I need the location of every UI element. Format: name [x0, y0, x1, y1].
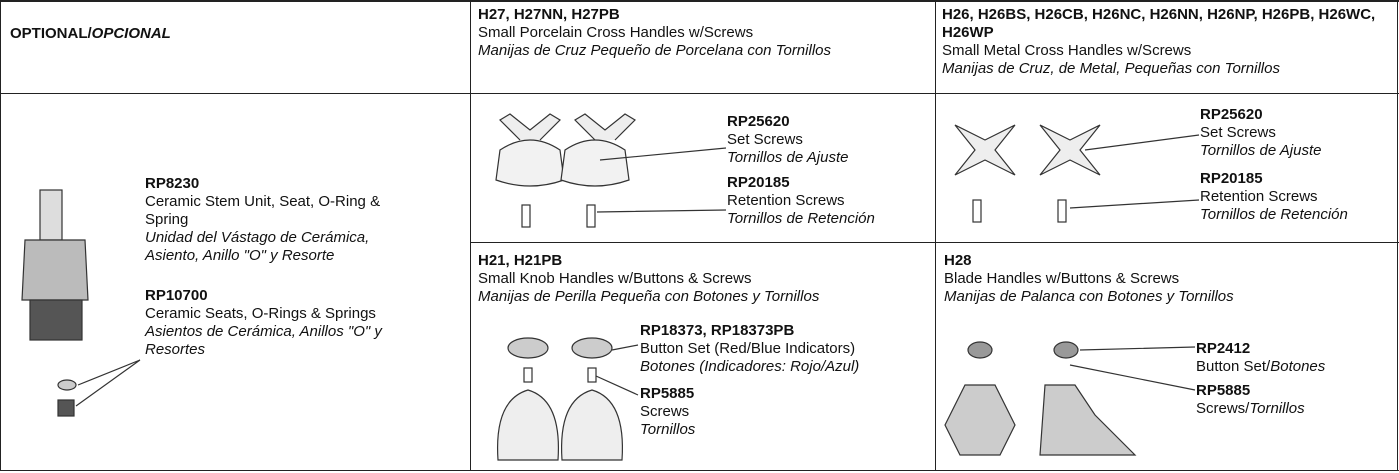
models: H21, H21PB: [478, 252, 563, 269]
part-desc-es: Botones: [1270, 358, 1326, 375]
models: H26, H26BS, H26CB, H26NC, H26NN, H26NP, …: [942, 6, 1376, 41]
part-desc: Set Screws: [727, 131, 803, 148]
part-desc-es: Tornillos de Ajuste: [1200, 142, 1322, 159]
part-desc-es: Tornillos: [1249, 400, 1305, 417]
part-code: RP5885: [640, 385, 695, 402]
section-name: Blade Handles w/Buttons & Screws: [944, 270, 1180, 287]
part-desc: Ceramic Stem Unit, Seat, O-Ring & Spring: [145, 193, 381, 228]
part-code: RP20185: [727, 174, 790, 191]
section-name-es: Manijas de Perilla Pequeña con Botones y…: [478, 288, 820, 305]
border: [935, 0, 936, 471]
part-desc: Retention Screws: [727, 192, 845, 209]
part-desc: Button Set (Red/Blue Indicators): [640, 340, 856, 357]
part-desc-line: Button Set/Botones: [1196, 358, 1325, 376]
part-desc: Screws: [640, 403, 690, 420]
part-desc-es: Tornillos de Retención: [727, 210, 875, 227]
part-desc: Retention Screws: [1200, 188, 1318, 205]
blade-handle-illustration: [944, 341, 1196, 456]
part-desc-es: Unidad del Vástago de Cerámica, Asiento,…: [145, 229, 370, 264]
section-name-es: Manijas de Palanca con Botones y Tornill…: [944, 288, 1234, 305]
section-name-es: Manijas de Cruz Pequeño de Porcelana con…: [478, 42, 831, 59]
cross-handle-illustration: [495, 113, 727, 228]
part-desc: Set Screws: [1200, 124, 1276, 141]
section-name: Small Metal Cross Handles w/Screws: [942, 42, 1192, 59]
section-name: Small Knob Handles w/Buttons & Screws: [478, 270, 752, 287]
title: OPTIONAL/OPCIONAL: [10, 25, 171, 43]
border: [0, 0, 1399, 2]
part-code: RP25620: [1200, 106, 1263, 123]
part-desc-es: Tornillos de Retención: [1200, 206, 1348, 223]
part-code: RP5885: [1196, 382, 1251, 399]
border: [0, 0, 1, 471]
part-code: RP18373, RP18373PB: [640, 322, 795, 339]
border: [0, 93, 1399, 94]
part-desc: Screws/: [1196, 400, 1250, 417]
part-desc-es: Asientos de Cerámica, Anillos "O" y Reso…: [145, 323, 382, 358]
knob-handle-illustration: [496, 337, 639, 461]
title-en: OPTIONAL/: [10, 25, 92, 42]
part-desc-line: Screws/Tornillos: [1196, 400, 1305, 418]
models: H28: [944, 252, 972, 269]
stem-illustration: [21, 189, 141, 417]
part-code: RP25620: [727, 113, 790, 130]
part-code: RP8230: [145, 175, 200, 192]
models: H27, H27NN, H27PB: [478, 6, 620, 23]
part-desc: Ceramic Seats, O-Rings & Springs: [145, 305, 376, 322]
part-desc-es: Tornillos: [640, 421, 696, 438]
border: [1397, 0, 1398, 471]
section-name: Small Porcelain Cross Handles w/Screws: [478, 24, 754, 41]
border: [0, 470, 1399, 471]
part-code: RP2412: [1196, 340, 1251, 357]
border: [470, 242, 1399, 243]
title-es: OPCIONAL: [91, 25, 171, 42]
part-desc-es: Tornillos de Ajuste: [727, 149, 849, 166]
part-code: RP20185: [1200, 170, 1263, 187]
border: [470, 0, 471, 471]
metal-handle-illustration: [954, 124, 1200, 223]
part-desc: Button Set/: [1196, 358, 1271, 375]
section-name-es: Manijas de Cruz, de Metal, Pequeñas con …: [942, 60, 1280, 77]
part-code: RP10700: [145, 287, 208, 304]
part-desc-es: Botones (Indicadores: Rojo/Azul): [640, 358, 860, 375]
